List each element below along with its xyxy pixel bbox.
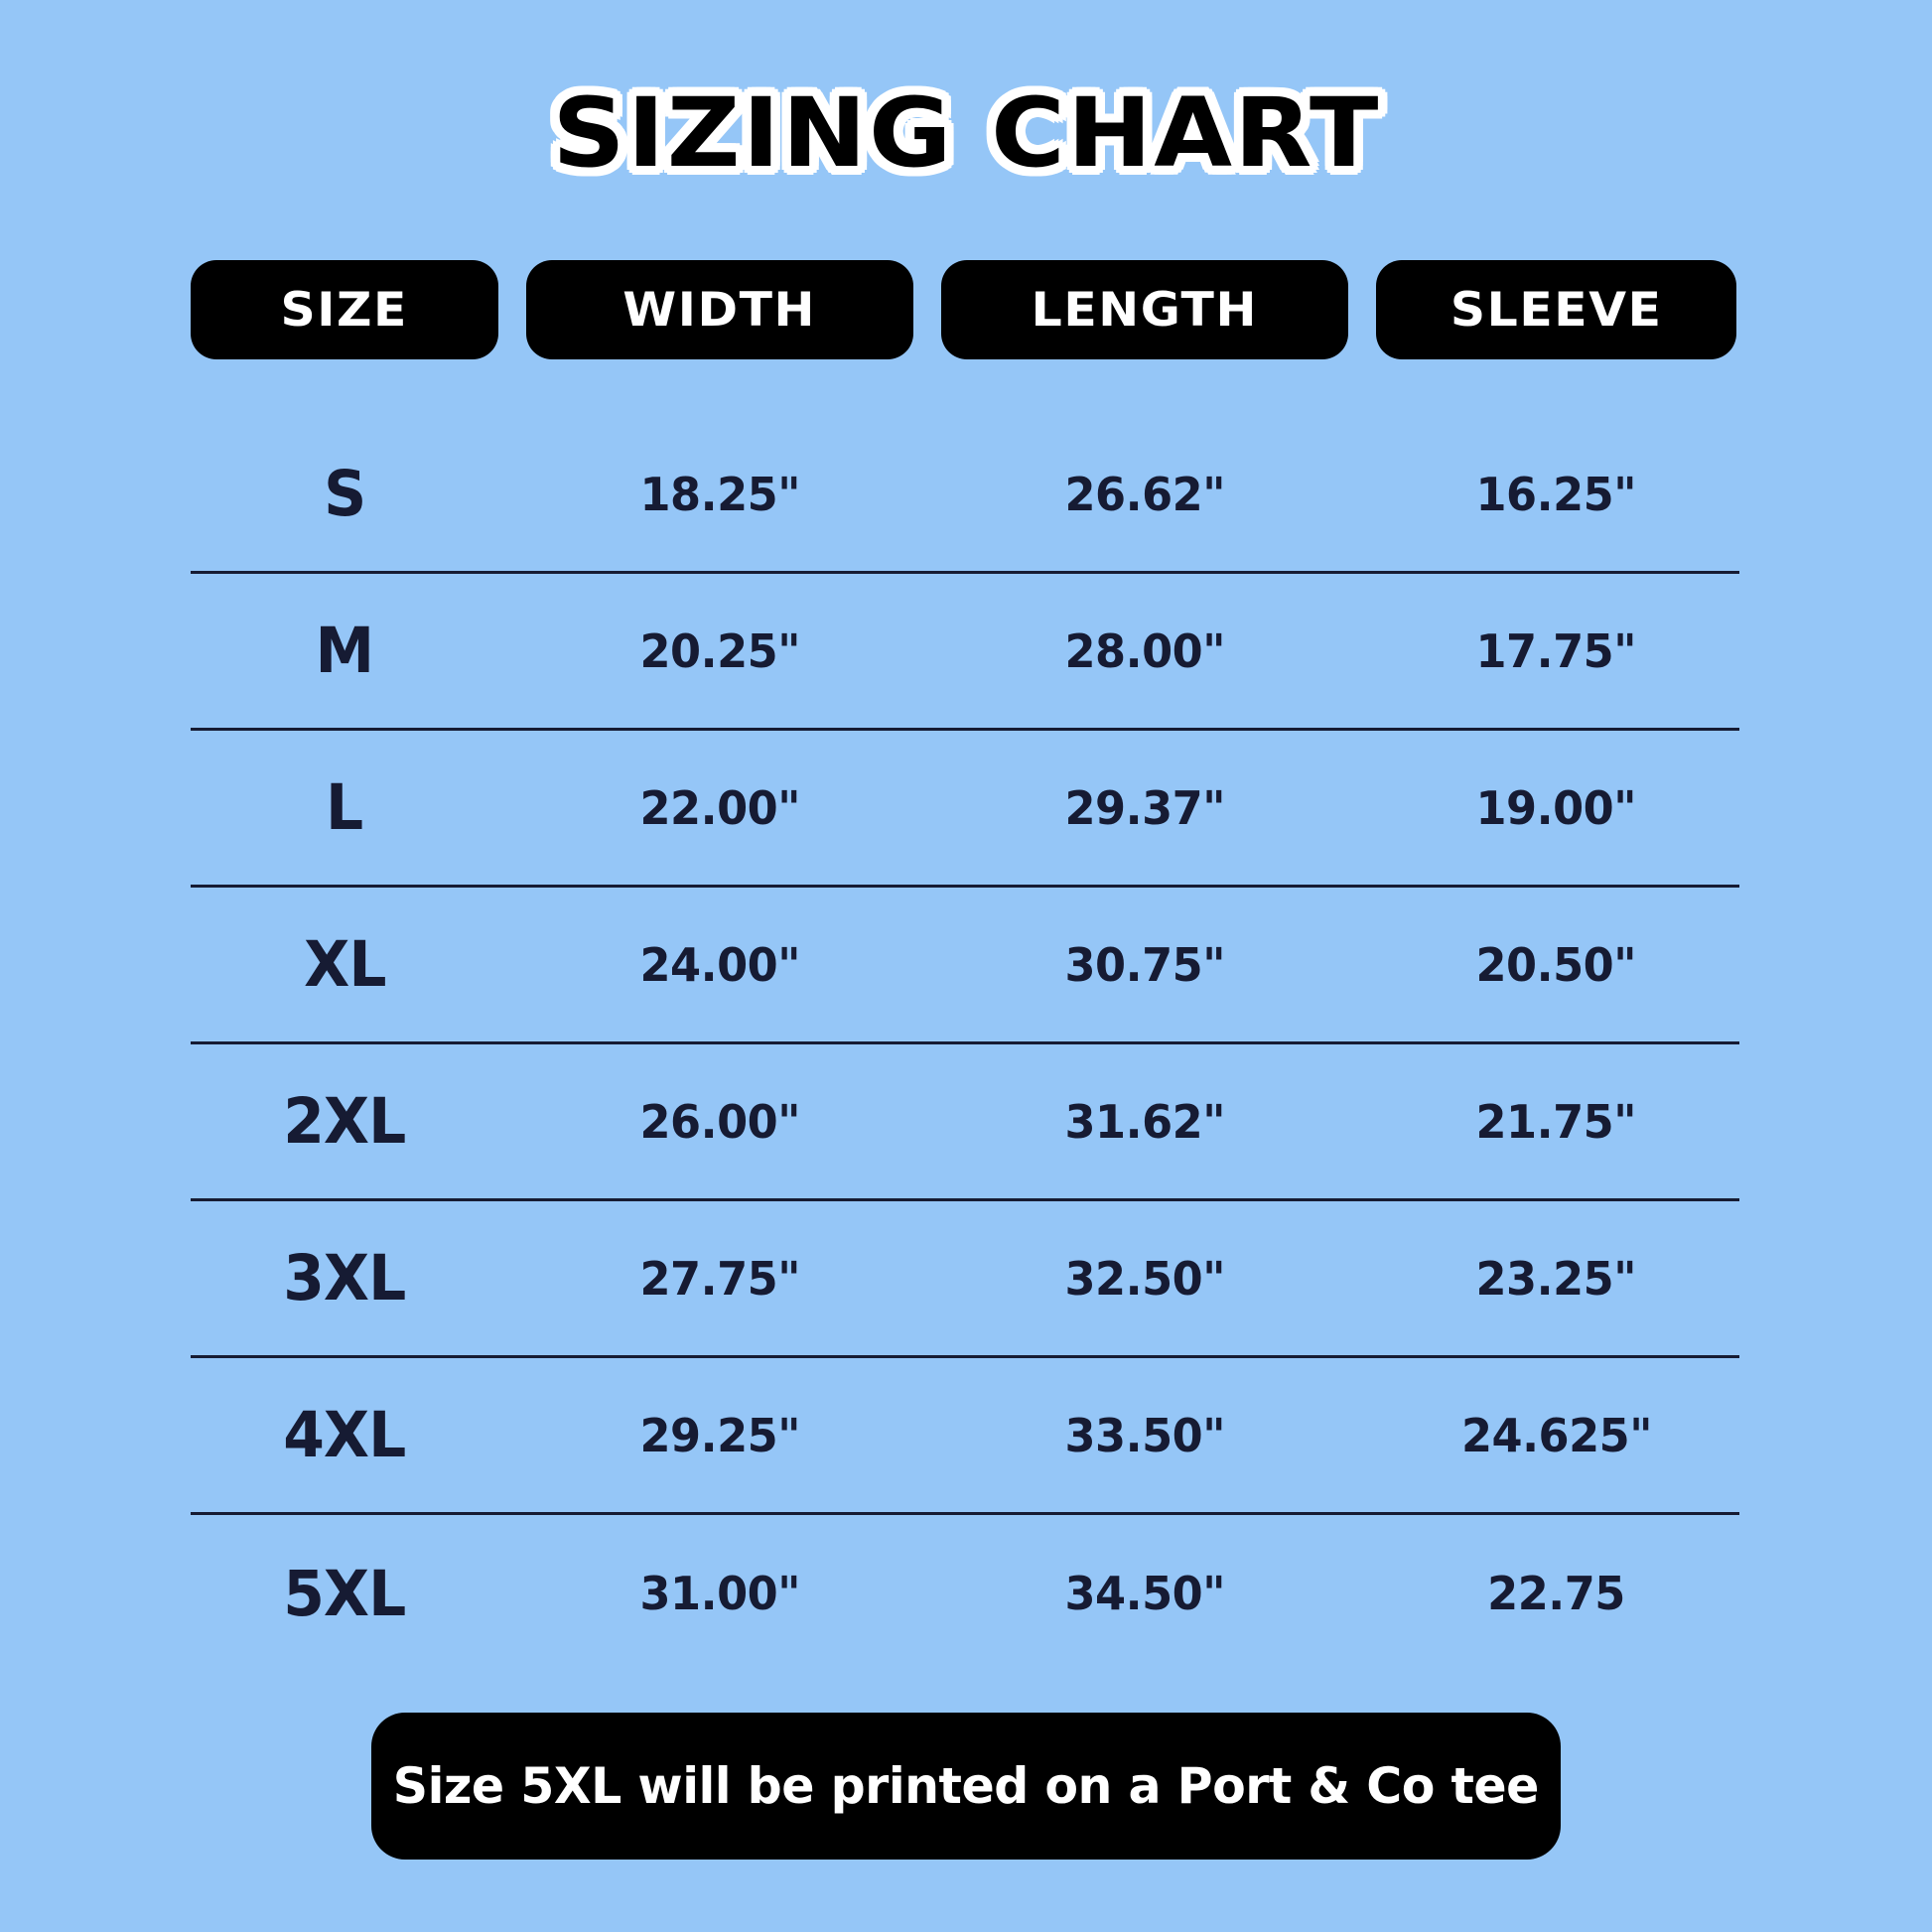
column-header-sleeve: SLEEVE	[1376, 260, 1736, 359]
width-value: 31.00"	[639, 1567, 800, 1620]
cell-length: 33.50"	[941, 1413, 1348, 1458]
cell-width: 18.25"	[526, 472, 913, 517]
sleeve-value: 24.625"	[1460, 1408, 1652, 1462]
width-value: 22.00"	[639, 780, 800, 835]
table-row: 3XL 27.75" 32.50" 23.25"	[191, 1201, 1739, 1358]
column-header-sleeve-label: SLEEVE	[1449, 282, 1663, 338]
page-title: SIZING CHART	[551, 77, 1381, 189]
cell-size: XL	[191, 933, 498, 996]
table-row: S 18.25" 26.62" 16.25"	[191, 417, 1739, 574]
column-header-length-label: LENGTH	[1031, 282, 1259, 338]
cell-sleeve: 16.25"	[1376, 472, 1736, 517]
length-value: 34.50"	[1064, 1567, 1225, 1620]
size-label: S	[323, 458, 366, 530]
cell-width: 31.00"	[526, 1571, 913, 1616]
cell-size: 5XL	[191, 1563, 498, 1625]
sleeve-value: 17.75"	[1475, 623, 1637, 678]
width-value: 20.25"	[639, 623, 800, 678]
cell-width: 27.75"	[526, 1256, 913, 1302]
size-label: 3XL	[283, 1242, 406, 1314]
cell-length: 26.62"	[941, 472, 1348, 517]
cell-size: 4XL	[191, 1404, 498, 1466]
footer-note-text: Size 5XL will be printed on a Port & Co …	[392, 1757, 1540, 1815]
cell-length: 34.50"	[941, 1571, 1348, 1616]
table-header-row: SIZE WIDTH LENGTH SLEEVE	[191, 260, 1742, 359]
size-label: 5XL	[283, 1557, 406, 1630]
length-value: 26.62"	[1064, 467, 1225, 521]
footer-note-banner: Size 5XL will be printed on a Port & Co …	[371, 1713, 1561, 1860]
size-label: XL	[303, 928, 386, 1001]
cell-size: M	[191, 620, 498, 682]
cell-length: 31.62"	[941, 1099, 1348, 1145]
column-header-width: WIDTH	[526, 260, 913, 359]
size-label: L	[326, 771, 363, 844]
cell-width: 22.00"	[526, 785, 913, 831]
table-row: 5XL 31.00" 34.50" 22.75	[191, 1515, 1739, 1672]
column-header-size: SIZE	[191, 260, 498, 359]
column-header-length: LENGTH	[941, 260, 1348, 359]
column-header-size-label: SIZE	[280, 282, 409, 338]
width-value: 18.25"	[639, 467, 800, 521]
length-value: 31.62"	[1064, 1094, 1225, 1149]
page-title-container: SIZING CHART	[0, 85, 1932, 181]
sleeve-value: 20.50"	[1475, 937, 1637, 992]
cell-sleeve: 20.50"	[1376, 942, 1736, 988]
table-row: L 22.00" 29.37" 19.00"	[191, 731, 1739, 888]
table-row: 2XL 26.00" 31.62" 21.75"	[191, 1044, 1739, 1201]
length-value: 29.37"	[1064, 780, 1225, 835]
cell-width: 20.25"	[526, 628, 913, 674]
table-row: XL 24.00" 30.75" 20.50"	[191, 888, 1739, 1044]
sleeve-value: 16.25"	[1475, 467, 1637, 521]
cell-width: 24.00"	[526, 942, 913, 988]
length-value: 32.50"	[1064, 1251, 1225, 1306]
cell-sleeve: 24.625"	[1376, 1413, 1736, 1458]
sizing-table-body: S 18.25" 26.62" 16.25" M 20.25" 28.00" 1…	[191, 417, 1739, 1672]
cell-sleeve: 22.75	[1376, 1571, 1736, 1616]
cell-sleeve: 21.75"	[1376, 1099, 1736, 1145]
cell-length: 28.00"	[941, 628, 1348, 674]
cell-size: 3XL	[191, 1247, 498, 1310]
width-value: 24.00"	[639, 937, 800, 992]
cell-width: 26.00"	[526, 1099, 913, 1145]
cell-size: S	[191, 463, 498, 525]
cell-sleeve: 19.00"	[1376, 785, 1736, 831]
sleeve-value: 22.75	[1487, 1567, 1625, 1620]
sleeve-value: 23.25"	[1475, 1251, 1637, 1306]
table-row: M 20.25" 28.00" 17.75"	[191, 574, 1739, 731]
width-value: 27.75"	[639, 1251, 800, 1306]
sleeve-value: 21.75"	[1475, 1094, 1637, 1149]
length-value: 30.75"	[1064, 937, 1225, 992]
sleeve-value: 19.00"	[1475, 780, 1637, 835]
cell-sleeve: 23.25"	[1376, 1256, 1736, 1302]
size-label: 2XL	[283, 1085, 406, 1158]
width-value: 26.00"	[639, 1094, 800, 1149]
cell-length: 32.50"	[941, 1256, 1348, 1302]
length-value: 33.50"	[1064, 1408, 1225, 1462]
cell-sleeve: 17.75"	[1376, 628, 1736, 674]
width-value: 29.25"	[639, 1408, 800, 1462]
table-row: 4XL 29.25" 33.50" 24.625"	[191, 1358, 1739, 1515]
size-label: 4XL	[283, 1399, 406, 1471]
column-header-width-label: WIDTH	[622, 282, 817, 338]
cell-length: 29.37"	[941, 785, 1348, 831]
cell-length: 30.75"	[941, 942, 1348, 988]
cell-width: 29.25"	[526, 1413, 913, 1458]
size-label: M	[315, 615, 375, 687]
cell-size: 2XL	[191, 1090, 498, 1153]
length-value: 28.00"	[1064, 623, 1225, 678]
cell-size: L	[191, 776, 498, 839]
